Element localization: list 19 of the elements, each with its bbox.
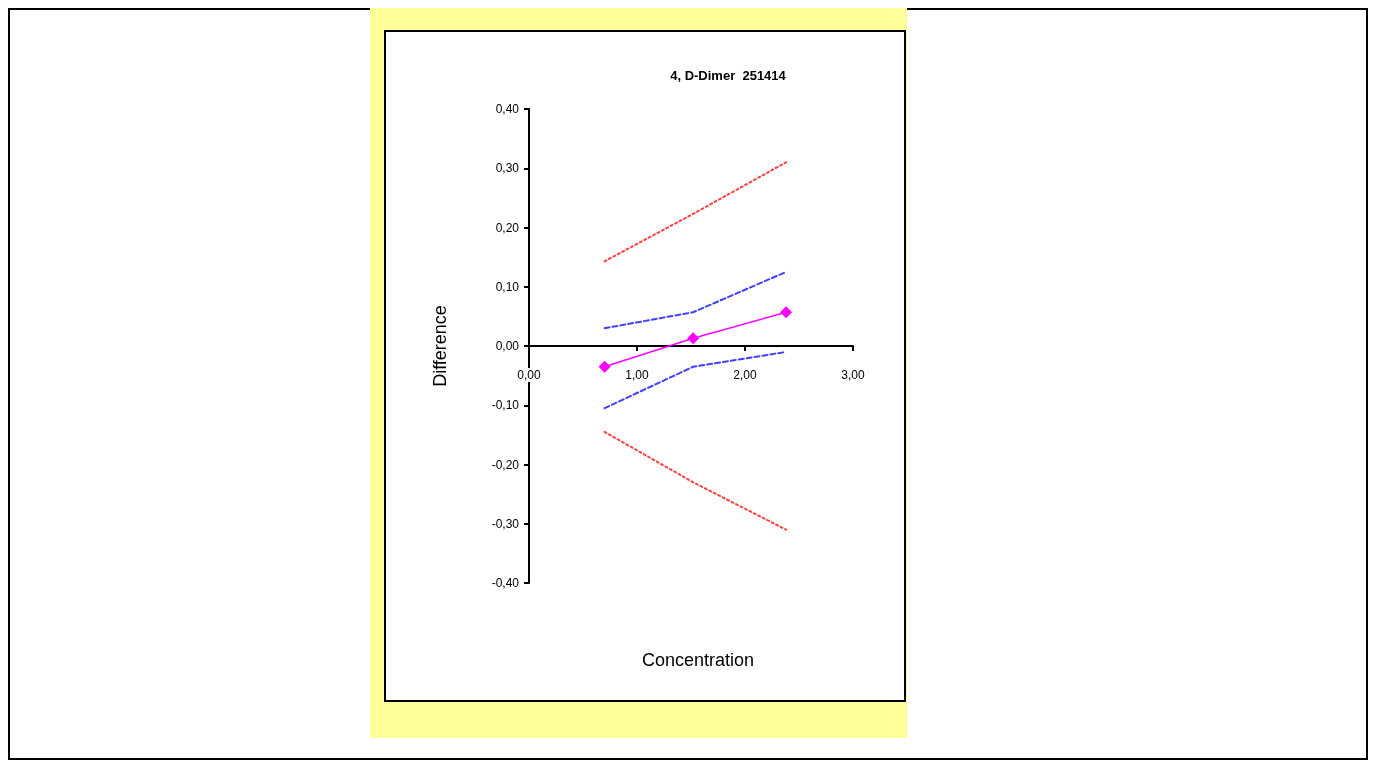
y-tick-label: 0,40 bbox=[495, 102, 520, 116]
y-tick-label: 0,10 bbox=[495, 279, 520, 294]
x-tick-label: 1,00 bbox=[625, 368, 649, 382]
y-tick-label: 0,20 bbox=[495, 220, 520, 235]
point bbox=[598, 360, 611, 373]
x-tick-label: 0,00 bbox=[517, 368, 541, 382]
x-axis-title: Concentration bbox=[641, 650, 755, 670]
y-tick-label: -0,30 bbox=[491, 516, 520, 531]
y-tick-label: -0,10 bbox=[491, 398, 520, 413]
y-tick-label: -0,40 bbox=[491, 576, 520, 590]
y-axis-title: Difference bbox=[430, 305, 450, 387]
chart-title: 4, D-Dimer 251414 bbox=[670, 68, 787, 83]
point bbox=[780, 306, 793, 319]
y-tick-label: 0,00 bbox=[495, 339, 520, 353]
point bbox=[687, 332, 700, 345]
x-tick-label: 3,00 bbox=[841, 368, 865, 382]
y-tick-label: -0,20 bbox=[491, 457, 520, 472]
x-tick-label: 2,00 bbox=[733, 368, 757, 382]
y-tick-label: 0,30 bbox=[495, 161, 520, 176]
